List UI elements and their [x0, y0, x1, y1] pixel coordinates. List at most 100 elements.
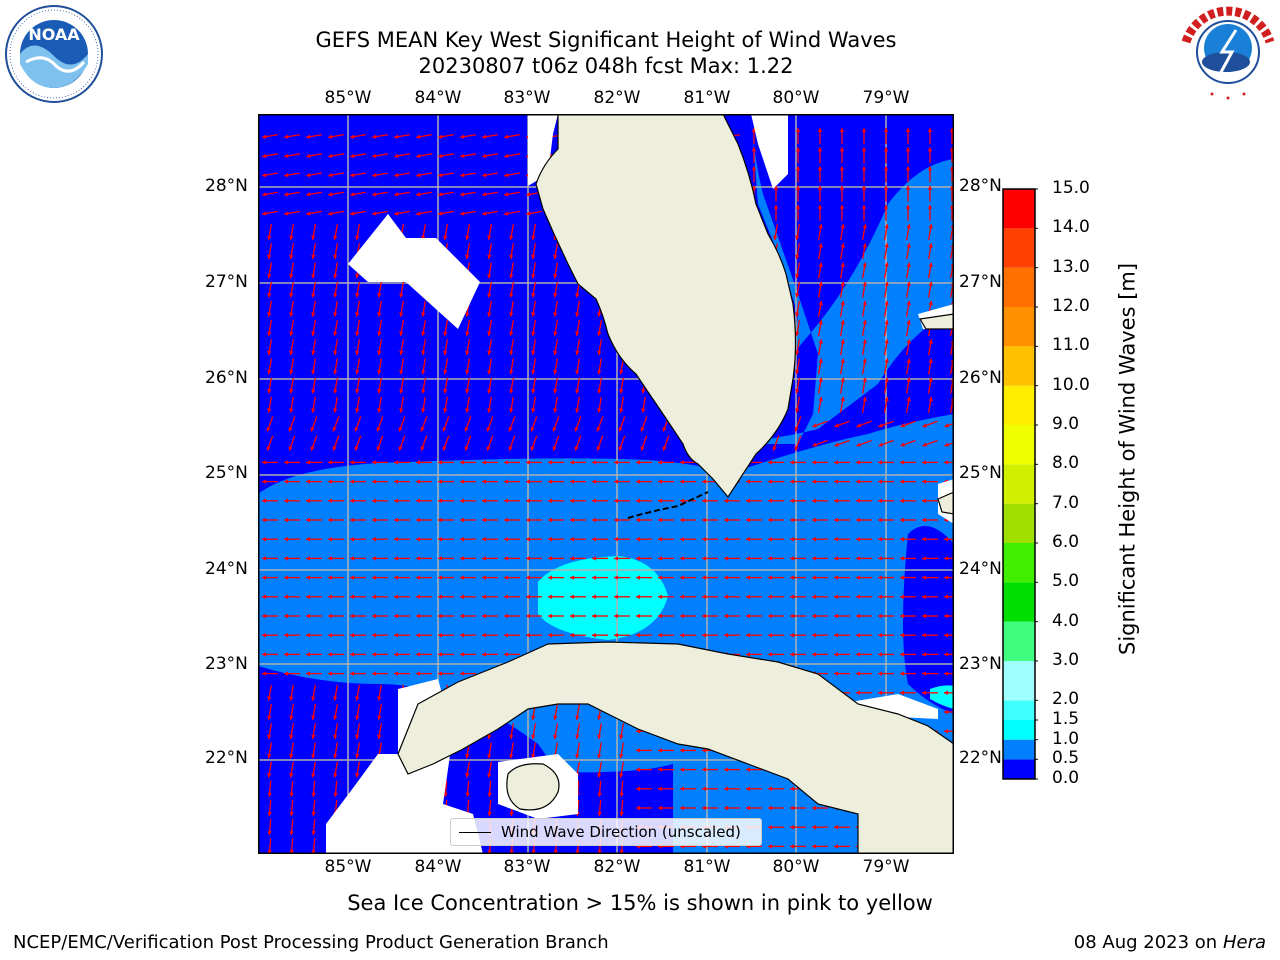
wave-direction-arrowhead [570, 556, 574, 561]
wave-direction-arrowhead [372, 633, 376, 638]
wave-direction-arrowhead [328, 633, 332, 638]
wave-direction-arrowhead [289, 331, 294, 336]
colorbar-swatch [1003, 228, 1035, 268]
wave-direction-arrowhead [597, 811, 602, 816]
wave-direction-arrowhead [284, 556, 288, 561]
wave-direction-arrowhead [355, 331, 360, 336]
wave-direction-arrowhead [702, 575, 706, 580]
lon-label-bottom: 84°W [414, 857, 462, 877]
wave-direction-arrowhead [416, 172, 421, 178]
wave-direction-arrowhead [574, 427, 579, 432]
wave-direction-arrowhead [658, 748, 662, 753]
wave-direction-arrowhead [840, 281, 845, 287]
wave-direction-arrowhead [818, 224, 823, 229]
colorbar-tick-label: 12.0 [1052, 296, 1090, 316]
wave-direction-arrowhead [592, 633, 596, 638]
wave-direction-arrowhead [486, 427, 491, 432]
colorbar-tick-label: 0.5 [1052, 748, 1080, 769]
wave-direction-arrowhead [702, 594, 706, 599]
wave-direction-arrowhead [394, 556, 398, 561]
wave-direction-arrowhead [442, 446, 447, 451]
wave-direction-arrowhead [399, 389, 404, 394]
wave-direction-arrowhead [421, 312, 426, 317]
wave-direction-arrowhead [834, 825, 838, 830]
colorbar-swatch [1003, 700, 1035, 720]
wave-direction-arrowhead [482, 498, 486, 503]
wave-direction-arrowhead [465, 254, 470, 260]
wave-direction-arrowhead [922, 613, 926, 619]
colorbar-swatch [1003, 661, 1035, 701]
wave-direction-arrowhead [552, 427, 557, 432]
wave-direction-arrowhead [504, 594, 508, 599]
wave-direction-arrowhead [905, 185, 911, 190]
wave-direction-arrowhead [658, 594, 662, 599]
wave-direction-arrowhead [460, 211, 465, 216]
wave-direction-arrowhead [928, 262, 933, 267]
wave-direction-arrowhead [812, 844, 816, 849]
wave-direction-arrowhead [906, 224, 911, 229]
wave-direction-arrowhead [922, 537, 926, 542]
wave-direction-arrowhead [504, 192, 509, 197]
wave-direction-arrowhead [262, 479, 266, 484]
wave-direction-arrowhead [900, 613, 904, 619]
wave-direction-arrowhead [772, 446, 777, 451]
wave-direction-arrowhead [460, 134, 465, 139]
wave-direction-arrowhead [922, 633, 926, 638]
wave-direction-arrowhead [354, 427, 359, 432]
wave-direction-arrowhead [724, 517, 728, 523]
wave-direction-arrowhead [548, 594, 552, 599]
wave-direction-arrowhead [377, 408, 382, 413]
wave-direction-arrowhead [465, 408, 470, 413]
wave-direction-arrowhead [350, 537, 354, 542]
colorbar-swatch [1003, 739, 1035, 760]
wave-direction-arrowhead [812, 613, 816, 619]
colorbar-tick-label: 15.0 [1052, 178, 1090, 198]
wave-direction-arrowhead [372, 594, 376, 599]
wave-direction-arrowhead [818, 377, 823, 383]
wave-direction-arrowhead [482, 153, 487, 159]
wave-direction-arrowhead [531, 850, 536, 854]
wave-direction-arrowhead [421, 331, 426, 336]
wave-direction-arrowhead [267, 389, 272, 394]
wave-direction-arrowhead [399, 350, 404, 356]
colorbar-tick-label: 7.0 [1052, 492, 1080, 513]
wave-direction-arrowhead [900, 498, 904, 503]
wave-direction-arrowhead [927, 204, 933, 209]
wave-direction-arrowhead [394, 594, 398, 599]
wave-direction-arrowhead [900, 479, 904, 484]
wave-direction-arrowhead [618, 427, 623, 432]
colorbar-tick-label: 1.0 [1052, 728, 1080, 749]
wave-direction-arrowhead [680, 537, 684, 542]
wave-direction-arrowhead [438, 153, 443, 159]
map-legend: Wind Wave Direction (unscaled) [450, 818, 762, 846]
wave-direction-arrowhead [614, 498, 618, 503]
wave-direction-arrowhead [372, 498, 376, 503]
wave-direction-arrowhead [575, 293, 580, 298]
wave-direction-arrowhead [570, 594, 574, 599]
wave-direction-arrowhead [372, 192, 377, 197]
wave-direction-arrowhead [526, 633, 530, 638]
wave-direction-arrowhead [680, 767, 684, 772]
colorbar-label-text: Significant Height of Wind Waves [m] [1115, 262, 1140, 655]
wave-direction-arrowhead [355, 350, 360, 356]
wave-direction-arrowhead [597, 773, 602, 778]
wave-direction-arrowhead [526, 192, 531, 197]
wave-direction-arrowhead [553, 734, 558, 740]
wave-direction-arrowhead [922, 594, 926, 599]
wave-direction-arrowhead [311, 773, 316, 778]
wave-direction-arrowhead [878, 690, 882, 695]
wave-direction-arrowhead [416, 460, 420, 465]
wave-direction-arrowhead [372, 671, 376, 676]
wave-direction-arrowhead [311, 312, 316, 317]
wave-direction-arrowhead [438, 633, 442, 638]
wave-direction-arrowhead [377, 696, 382, 701]
wave-direction-arrowhead [900, 633, 904, 638]
wave-direction-arrowhead [465, 792, 470, 797]
wave-direction-arrowhead [834, 594, 838, 599]
colorbar-swatch [1003, 346, 1035, 386]
wave-direction-arrowhead [526, 556, 530, 561]
lon-label-top: 79°W [862, 88, 910, 108]
wave-direction-arrowhead [531, 293, 536, 298]
wave-direction-arrowhead [794, 427, 799, 432]
wave-direction-arrowhead [438, 671, 442, 676]
